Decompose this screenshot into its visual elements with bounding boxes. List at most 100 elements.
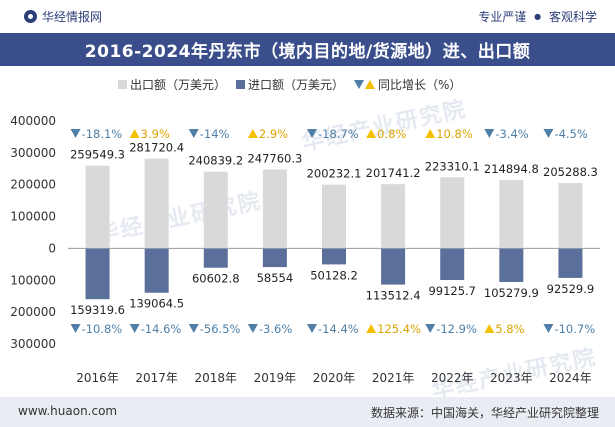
legend-import-label: 进口额（万美元） bbox=[248, 78, 345, 92]
import-value-label: 92529.9 bbox=[547, 282, 595, 296]
export-growth-down-triangle-icon bbox=[484, 129, 495, 138]
y-tick-label: 0 bbox=[48, 241, 56, 255]
import-growth-label: -10.8% bbox=[82, 322, 123, 336]
export-growth-down-triangle-icon bbox=[543, 129, 554, 138]
import-bar bbox=[558, 248, 583, 278]
import-growth-down-triangle-icon bbox=[425, 324, 436, 333]
import-value-label: 105279.9 bbox=[484, 286, 539, 300]
export-value-label: 281720.4 bbox=[129, 141, 184, 155]
export-growth-label: 0.8% bbox=[377, 127, 406, 141]
import-bar bbox=[85, 248, 110, 300]
legend-export-label: 出口额（万美元） bbox=[130, 78, 227, 92]
import-growth-label: -14.4% bbox=[318, 322, 359, 336]
import-growth-label: -56.5% bbox=[200, 322, 241, 336]
import-growth-down-triangle-icon bbox=[188, 324, 199, 333]
export-growth-label: -3.4% bbox=[495, 127, 528, 141]
y-tick-label: 400000 bbox=[10, 114, 56, 128]
export-value-label: 259549.3 bbox=[70, 148, 125, 162]
footer-url[interactable]: www.huaon.com bbox=[18, 404, 118, 418]
import-growth-label: -12.9% bbox=[436, 322, 477, 336]
brand-logo-icon bbox=[24, 10, 37, 23]
chart-area: 400000 300000 200000 100000 0 100000 200000 300… bbox=[10, 114, 600, 385]
import-growth-down-triangle-icon bbox=[70, 324, 81, 333]
export-growth-label: -4.5% bbox=[554, 127, 587, 141]
x-tick-label: 2018年 bbox=[195, 371, 238, 385]
title-bar: 2016-2024年丹东市（境内目的地/货源地）进、出口额 bbox=[0, 33, 615, 66]
legend-up-triangle-icon bbox=[365, 80, 376, 89]
legend-down-triangle-icon bbox=[354, 80, 365, 89]
export-growth-label: 3.9% bbox=[141, 127, 170, 141]
export-value-label: 223310.1 bbox=[425, 159, 480, 173]
export-value-label: 214894.8 bbox=[484, 162, 539, 176]
export-value-label: 205288.3 bbox=[543, 165, 598, 179]
export-value-label: 201741.2 bbox=[366, 166, 421, 180]
export-value-label: 240839.2 bbox=[188, 154, 243, 168]
brand-name: 华经情报网 bbox=[42, 10, 103, 24]
import-value-label: 139064.5 bbox=[129, 297, 184, 311]
import-bar bbox=[499, 248, 524, 282]
import-value-label: 60602.8 bbox=[192, 272, 240, 286]
import-bar bbox=[144, 248, 169, 293]
legend-import: 进口额（万美元） bbox=[236, 76, 344, 93]
tag-separator-dot-icon: ● bbox=[534, 12, 542, 21]
x-tick-label: 2016年 bbox=[76, 371, 119, 385]
export-growth-label: -18.1% bbox=[82, 127, 123, 141]
y-tick-label: 100000 bbox=[10, 210, 56, 224]
export-value-label: 247760.3 bbox=[247, 151, 302, 165]
import-bar bbox=[440, 248, 465, 281]
export-bar bbox=[262, 169, 287, 249]
legend-import-swatch bbox=[236, 80, 246, 89]
legend-export-swatch bbox=[118, 80, 127, 89]
x-tick-label: 2017年 bbox=[135, 371, 178, 385]
export-bar bbox=[440, 177, 465, 249]
import-growth-down-triangle-icon bbox=[543, 324, 554, 333]
y-tick-label: 200000 bbox=[10, 305, 56, 319]
import-growth-label: -10.7% bbox=[554, 322, 595, 336]
export-bar bbox=[85, 165, 110, 249]
import-growth-label: -14.6% bbox=[141, 322, 182, 336]
y-tick-label: 100000 bbox=[10, 273, 56, 287]
export-value-label: 200232.1 bbox=[307, 167, 362, 181]
legend-growth: 同比增长（%） bbox=[354, 76, 461, 93]
import-value-label: 50128.2 bbox=[310, 268, 358, 282]
import-growth-down-triangle-icon bbox=[247, 324, 258, 333]
import-bar bbox=[262, 248, 287, 268]
import-growth-down-triangle-icon bbox=[129, 324, 140, 333]
import-growth-down-triangle-icon bbox=[307, 324, 317, 333]
tag-2: 客观科学 bbox=[548, 10, 597, 24]
export-bar bbox=[322, 184, 346, 249]
top-bar: 华经情报网 专业严谨 ● 客观科学 bbox=[0, 0, 615, 33]
export-growth-up-triangle-icon bbox=[425, 129, 436, 138]
export-bar bbox=[144, 158, 169, 249]
import-bar bbox=[322, 248, 346, 265]
footer-source: 数据来源：中国海关，华经产业研究院整理 bbox=[370, 406, 599, 420]
x-tick-label: 2023年 bbox=[490, 371, 533, 385]
export-bar bbox=[203, 171, 228, 249]
export-bar bbox=[499, 179, 524, 249]
legend: 出口额（万美元） 进口额（万美元） 同比增长（%） bbox=[118, 76, 471, 93]
export-growth-down-triangle-icon bbox=[188, 129, 199, 138]
export-growth-label: -14% bbox=[200, 127, 230, 141]
export-growth-label: 2.9% bbox=[259, 127, 288, 141]
export-bar bbox=[558, 183, 583, 249]
chart-title: 2016-2024年丹东市（境内目的地/货源地）进、出口额 bbox=[84, 42, 531, 62]
import-growth-up-triangle-icon bbox=[366, 324, 377, 333]
x-tick-label: 2021年 bbox=[372, 371, 415, 385]
import-growth-up-triangle-icon bbox=[484, 324, 495, 333]
export-growth-down-triangle-icon bbox=[70, 129, 81, 138]
legend-export: 出口额（万美元） bbox=[118, 76, 226, 93]
import-growth-label: 125.4% bbox=[377, 322, 421, 336]
import-value-label: 159319.6 bbox=[70, 303, 125, 317]
x-tick-label: 2020年 bbox=[313, 371, 356, 385]
export-growth-up-triangle-icon bbox=[366, 129, 377, 138]
legend-growth-label: 同比增长（%） bbox=[378, 78, 462, 92]
export-bar bbox=[381, 184, 406, 249]
export-growth-up-triangle-icon bbox=[247, 129, 258, 138]
export-growth-label: -18.7% bbox=[318, 127, 359, 141]
y-tick-label: 300000 bbox=[10, 146, 56, 160]
export-growth-down-triangle-icon bbox=[307, 129, 317, 138]
import-value-label: 113512.4 bbox=[366, 289, 421, 303]
import-bar bbox=[381, 248, 406, 285]
export-growth-up-triangle-icon bbox=[129, 129, 140, 138]
brand[interactable]: 华经情报网 bbox=[24, 8, 102, 25]
